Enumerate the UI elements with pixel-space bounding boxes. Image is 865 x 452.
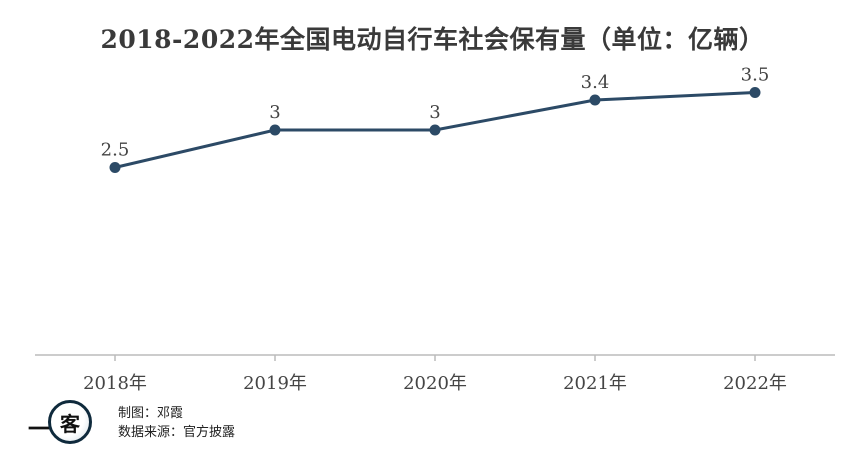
x-tick-label: 2020年 [403,373,467,394]
data-labels: 2.5 3 3 3.4 3.5 [101,65,770,161]
data-point [269,124,281,136]
data-label: 3.4 [581,72,610,93]
logo: 客 [48,400,92,444]
data-points [109,87,761,173]
data-label: 3 [269,102,280,123]
logo-char: 客 [60,411,80,436]
footer: 一 客 制图：邓霞 数据来源：官方披露 [28,398,328,448]
data-point [429,124,441,136]
x-tick-label: 2022年 [723,373,787,394]
data-point [749,87,761,98]
credits: 制图：邓霞 数据来源：官方披露 [118,404,235,442]
data-label: 3 [429,102,440,123]
credit-source: 数据来源：官方披露 [118,425,236,440]
x-axis-ticks [114,355,756,361]
x-tick-label: 2021年 [563,373,627,394]
data-point [109,162,121,173]
x-tick-label: 2019年 [243,373,307,394]
chart-title: 2018-2022年全国电动自行车社会保有量（单位：亿辆） [100,25,765,54]
data-label: 2.5 [101,140,130,161]
data-label: 3.5 [741,65,770,86]
x-tick-label: 2018年 [83,373,147,394]
credit-author: 制图：邓霞 [118,406,184,421]
data-point [589,94,601,106]
x-axis-tick-labels: 2018年 2019年 2020年 2021年 2022年 [83,373,787,394]
